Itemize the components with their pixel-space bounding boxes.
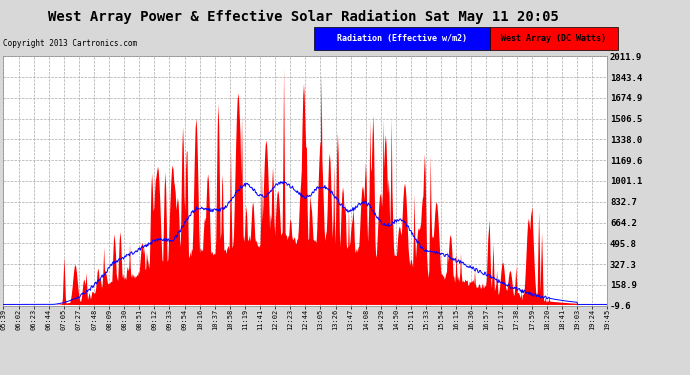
- Text: Copyright 2013 Cartronics.com: Copyright 2013 Cartronics.com: [3, 39, 137, 48]
- Text: West Array (DC Watts): West Array (DC Watts): [501, 34, 607, 43]
- Text: West Array Power & Effective Solar Radiation Sat May 11 20:05: West Array Power & Effective Solar Radia…: [48, 9, 559, 24]
- Text: Radiation (Effective w/m2): Radiation (Effective w/m2): [337, 34, 467, 43]
